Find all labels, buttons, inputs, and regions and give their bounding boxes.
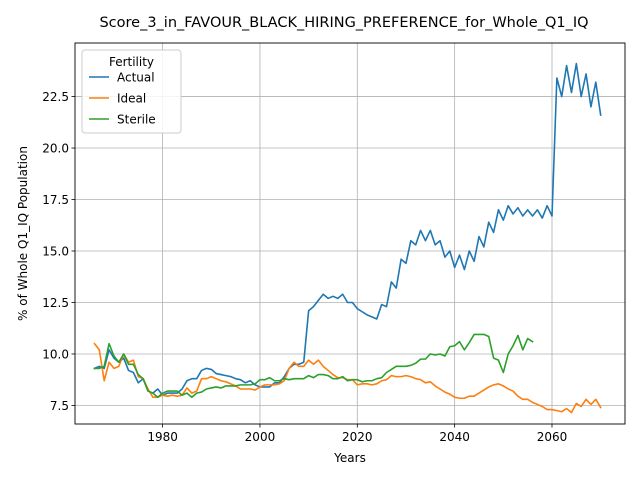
legend-box	[81, 49, 182, 134]
legend-items: Actual Ideal Sterile	[89, 70, 156, 126]
plot-frame	[74, 42, 626, 425]
x-tick-label: 1980	[147, 430, 178, 444]
y-tick-label: 7.5	[50, 399, 69, 413]
y-axis-ticks: 7.5 10.0 12.5 15.0 17.5 20.0 22.5	[42, 90, 75, 413]
legend-label-ideal: Ideal	[117, 91, 146, 105]
x-tick-label: 2020	[342, 430, 373, 444]
legend-label-actual: Actual	[117, 70, 155, 84]
legend: Fertility Actual Ideal Sterile	[81, 49, 182, 134]
y-axis-label: % of Whole Q1_IQ Population	[16, 146, 30, 321]
y-tick-label: 20.0	[42, 141, 69, 155]
x-axis-ticks: 1980 2000 2020 2040 2060	[147, 424, 567, 444]
chart-title: Score_3_in_FAVOUR_BLACK_HIRING_PREFERENC…	[99, 15, 588, 31]
y-tick-label: 22.5	[42, 90, 69, 104]
x-tick-label: 2000	[245, 430, 276, 444]
y-tick-label: 12.5	[42, 296, 69, 310]
series-line-sterile	[93, 333, 534, 399]
legend-label-sterile: Sterile	[117, 112, 156, 126]
y-tick-label: 15.0	[42, 244, 69, 258]
series-lines	[93, 62, 602, 414]
y-tick-label: 17.5	[42, 193, 69, 207]
x-axis-label: Years	[333, 451, 366, 465]
x-tick-label: 2060	[537, 430, 568, 444]
legend-title: Fertility	[109, 55, 154, 69]
y-tick-label: 10.0	[42, 347, 69, 361]
x-tick-label: 2040	[439, 430, 470, 444]
